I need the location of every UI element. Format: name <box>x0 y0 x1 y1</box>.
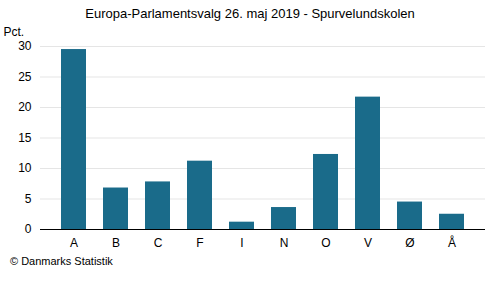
svg-text:I: I <box>240 236 243 250</box>
svg-text:30: 30 <box>18 39 32 53</box>
svg-text:0: 0 <box>25 222 32 236</box>
html-text:Europa-Parlamentsvalg 26. maj: Europa-Parlamentsvalg 26. maj 2019 - Spu… <box>85 6 415 21</box>
svg-text:Å: Å <box>448 235 456 250</box>
svg-text:V: V <box>364 236 372 250</box>
svg-text:N: N <box>280 236 289 250</box>
svg-text:15: 15 <box>18 131 32 145</box>
svg-text:Ø: Ø <box>405 236 414 250</box>
svg-text:O: O <box>321 236 330 250</box>
svg-text:Pct.: Pct. <box>4 25 25 39</box>
svg-text:C: C <box>154 236 163 250</box>
svg-text:F: F <box>196 236 203 250</box>
svg-text:25: 25 <box>18 70 32 84</box>
html-text:© Danmarks Statistik: © Danmarks Statistik <box>10 255 113 267</box>
svg-text:20: 20 <box>18 100 32 114</box>
svg-text:B: B <box>112 236 120 250</box>
svg-text:10: 10 <box>18 161 32 175</box>
svg-text:5: 5 <box>25 192 32 206</box>
svg-text:A: A <box>70 236 78 250</box>
